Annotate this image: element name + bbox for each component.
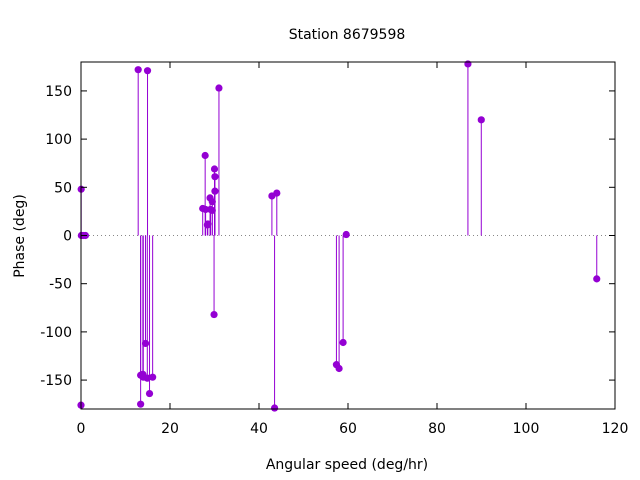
data-point — [208, 198, 216, 206]
y-tick-label: -150 — [40, 373, 72, 389]
x-ticks-group: 0 20 40 60 80 100 120 — [77, 62, 629, 437]
x-tick-label: 100 — [513, 421, 540, 437]
data-point — [335, 364, 343, 373]
y-ticks-group: -150 -100 -50 0 50 100 150 — [40, 84, 615, 389]
x-tick-label: 120 — [602, 421, 629, 437]
data-point — [211, 173, 219, 181]
data-point — [143, 374, 151, 382]
y-tick-label: 50 — [54, 180, 72, 196]
chart-title: Station 8679598 — [289, 27, 406, 43]
data-point — [204, 220, 212, 228]
data-point — [477, 116, 485, 124]
x-tick-label: 60 — [339, 421, 357, 437]
y-tick-label: -100 — [40, 325, 72, 341]
x-tick-label: 40 — [250, 421, 268, 437]
x-tick-label: 0 — [77, 421, 86, 437]
data-point — [270, 404, 279, 412]
data-point — [143, 67, 152, 75]
data-point — [201, 151, 209, 160]
data-point — [464, 60, 472, 68]
y-tick-label: 150 — [45, 84, 72, 100]
data-point — [593, 275, 601, 283]
data-point — [141, 339, 150, 348]
data-point — [342, 230, 350, 239]
data-point — [273, 189, 281, 197]
data-point — [208, 206, 216, 215]
x-axis-label: Angular speed (deg/hr) — [266, 457, 428, 473]
data-point — [134, 66, 142, 74]
impulses-group — [80, 63, 598, 409]
points-group — [77, 60, 601, 412]
data-point — [137, 400, 145, 408]
data-point — [145, 389, 154, 398]
y-tick-label: 100 — [45, 132, 72, 148]
data-point — [210, 165, 219, 173]
data-point — [211, 187, 219, 195]
y-tick-label: 0 — [63, 229, 72, 245]
y-axis-label: Phase (deg) — [12, 194, 28, 278]
data-point — [149, 373, 157, 381]
data-point — [210, 310, 218, 319]
x-tick-label: 20 — [161, 421, 179, 437]
data-point — [215, 84, 223, 92]
y-tick-label: -50 — [49, 277, 72, 293]
data-point — [339, 338, 347, 347]
x-tick-label: 80 — [428, 421, 446, 437]
